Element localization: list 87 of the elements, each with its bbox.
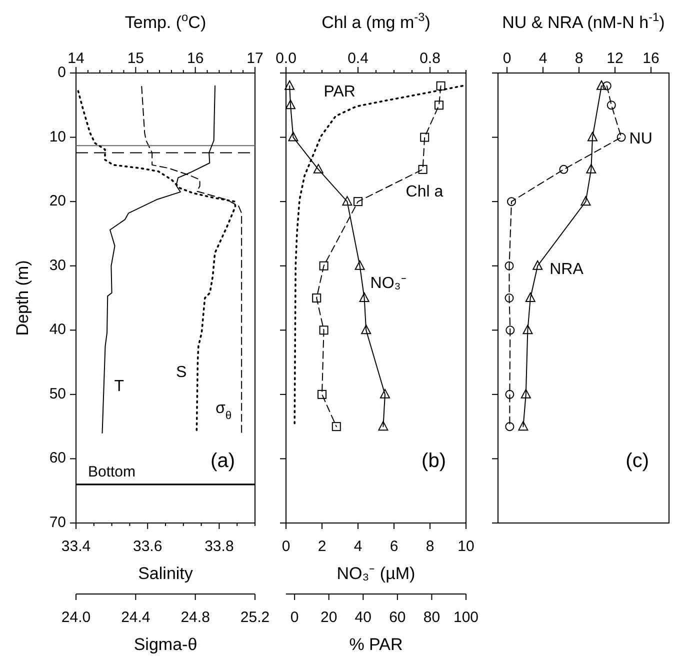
x-tick-label: 80	[423, 608, 440, 626]
annotation: (c)	[626, 450, 649, 472]
x-tick-label: 24.4	[121, 608, 150, 626]
point	[313, 164, 324, 174]
x2-axis-title: Temp. ($^{o}$C)	[124, 10, 206, 32]
point	[588, 132, 598, 142]
x2-tick-label: 0.0	[276, 50, 296, 67]
point	[520, 388, 531, 398]
point	[506, 326, 515, 335]
x2-tick-label: 15	[127, 50, 144, 67]
x-tick-label: 4	[538, 50, 548, 67]
series-label: S	[176, 364, 187, 381]
point	[606, 100, 616, 110]
x-tick-label: 33.4	[61, 538, 91, 555]
x-tick-label: 20	[320, 608, 338, 626]
point	[378, 421, 388, 431]
x-axis-title: NU & NRA (nM-N h$^{-1}$)	[502, 10, 665, 32]
y-tick-label: 20	[49, 192, 66, 210]
x-tick-label: 12	[606, 50, 624, 67]
x2-tick-label: 0.8	[420, 50, 440, 67]
x-tick-label: 16	[642, 50, 660, 67]
x-axis-title: Salinity	[138, 564, 194, 583]
point	[504, 294, 514, 302]
x2-tick-label: 0.4	[348, 50, 368, 67]
series-label: NRA	[550, 260, 584, 278]
point	[532, 260, 543, 270]
x-tick-label: 4	[354, 538, 362, 555]
annotation: (a)	[210, 450, 235, 472]
x-axis-title: % PAR	[349, 635, 403, 654]
series-label: Chl a	[406, 183, 444, 200]
point	[559, 164, 568, 174]
x-tick-label: 2	[318, 538, 326, 555]
point	[288, 132, 298, 142]
point	[525, 292, 536, 302]
point	[284, 80, 295, 90]
x-tick-label: 0	[290, 608, 299, 626]
y-tick-label: 10	[49, 128, 66, 146]
x2-tick-label: 14	[68, 50, 84, 67]
point	[596, 80, 606, 90]
y-axis-title: Depth (m)	[13, 260, 32, 336]
point	[354, 260, 365, 270]
x-tick-label: 25.2	[240, 608, 270, 626]
y-tick-label: 30	[49, 256, 66, 274]
point	[505, 422, 514, 432]
point	[507, 197, 516, 206]
annotation: (b)	[422, 450, 446, 472]
x-tick-label: 0	[502, 50, 512, 67]
series-label: T	[114, 378, 124, 395]
point	[586, 164, 596, 174]
series-label: NU	[629, 130, 652, 148]
x-tick-label: 60	[389, 608, 406, 626]
point	[602, 81, 612, 90]
x-tick-label: 0	[282, 538, 290, 555]
point	[361, 324, 372, 334]
point	[616, 132, 626, 142]
point	[342, 196, 352, 206]
series-label: PAR	[324, 84, 356, 101]
point	[580, 196, 591, 206]
ref-line-label: Bottom	[88, 463, 136, 480]
x2-tick-label: 17	[246, 50, 264, 67]
x-tick-label: 8	[426, 538, 434, 555]
y-tick-label: 70	[49, 514, 66, 531]
point	[522, 324, 533, 334]
point	[518, 421, 528, 431]
x-axis-title: NO₃⁻ (µM)	[336, 564, 416, 583]
point	[380, 388, 390, 398]
x-tick-label: 8	[574, 50, 584, 67]
y-tick-label: 0	[58, 64, 66, 81]
series-label: σ$_{θ}$	[215, 400, 232, 422]
x-tick-label: 33.8	[204, 538, 234, 555]
y-tick-label: 60	[49, 450, 66, 467]
point	[286, 100, 296, 110]
x-tick-label: 24.0	[61, 608, 91, 626]
y-tick-label: 50	[49, 385, 66, 402]
y-tick-label: 40	[49, 321, 66, 338]
x-tick-label: 33.6	[133, 538, 162, 555]
point	[359, 292, 370, 302]
x-axis-title: Sigma-θ	[134, 635, 198, 654]
x-tick-label: 100	[453, 608, 479, 626]
point	[505, 390, 514, 399]
series-label: NO₃⁻	[370, 275, 406, 292]
x-tick-label: 24.8	[180, 608, 210, 626]
point	[504, 261, 514, 270]
x2-axis-title: Chl a (mg m$^{-3}$)	[322, 10, 430, 32]
x-tick-label: 40	[354, 608, 372, 626]
x-tick-label: 6	[390, 538, 398, 555]
x-tick-label: 10	[458, 538, 474, 555]
